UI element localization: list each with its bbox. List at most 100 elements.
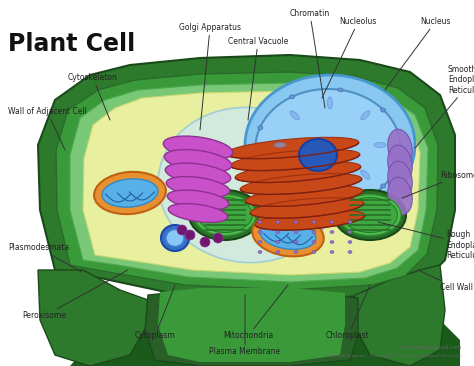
Ellipse shape — [388, 129, 412, 167]
Ellipse shape — [294, 220, 298, 224]
Ellipse shape — [338, 88, 343, 92]
Ellipse shape — [338, 204, 343, 208]
Ellipse shape — [276, 240, 280, 243]
Text: Central Vacuole: Central Vacuole — [228, 37, 288, 120]
Text: Smooth
Endoplasmic
Reticulum: Smooth Endoplasmic Reticulum — [415, 65, 474, 148]
Ellipse shape — [189, 190, 261, 240]
Polygon shape — [70, 83, 428, 282]
Ellipse shape — [102, 179, 158, 207]
Ellipse shape — [177, 225, 187, 235]
Ellipse shape — [388, 177, 412, 215]
Text: www.timvandevall.com: www.timvandevall.com — [401, 345, 462, 350]
Text: Mitochondria: Mitochondria — [223, 285, 288, 340]
Ellipse shape — [388, 145, 412, 183]
Ellipse shape — [258, 166, 263, 170]
Ellipse shape — [166, 176, 230, 197]
Text: Golgi Apparatus: Golgi Apparatus — [179, 23, 241, 130]
Ellipse shape — [290, 170, 299, 179]
Ellipse shape — [398, 146, 402, 150]
Ellipse shape — [348, 231, 352, 234]
Ellipse shape — [312, 240, 316, 243]
Ellipse shape — [299, 139, 337, 171]
Text: Ribosomes: Ribosomes — [402, 171, 474, 198]
Ellipse shape — [258, 126, 263, 130]
Ellipse shape — [165, 163, 231, 185]
Ellipse shape — [381, 184, 386, 188]
Text: Cytoplasm: Cytoplasm — [135, 285, 175, 340]
Text: Plant Cell: Plant Cell — [8, 32, 135, 56]
Ellipse shape — [276, 250, 280, 254]
Ellipse shape — [258, 240, 262, 243]
Ellipse shape — [290, 111, 299, 120]
Ellipse shape — [255, 210, 365, 230]
Ellipse shape — [330, 250, 334, 254]
Ellipse shape — [330, 231, 334, 234]
Text: Peroxisome: Peroxisome — [22, 270, 128, 321]
Ellipse shape — [164, 150, 232, 172]
Ellipse shape — [167, 190, 229, 210]
Ellipse shape — [330, 240, 334, 243]
Ellipse shape — [343, 198, 398, 232]
Ellipse shape — [240, 173, 362, 194]
Ellipse shape — [198, 198, 253, 232]
Polygon shape — [56, 72, 438, 290]
Ellipse shape — [250, 198, 364, 218]
Ellipse shape — [312, 231, 316, 234]
Polygon shape — [83, 91, 420, 275]
Text: Nucleolus: Nucleolus — [322, 18, 377, 98]
Text: Cell Wall: Cell Wall — [418, 270, 473, 292]
Polygon shape — [70, 290, 460, 366]
Text: Plasma Membrane: Plasma Membrane — [210, 295, 281, 356]
Ellipse shape — [328, 97, 332, 109]
Ellipse shape — [230, 149, 360, 171]
Text: Chloroplast: Chloroplast — [326, 285, 370, 340]
Ellipse shape — [328, 181, 332, 193]
Ellipse shape — [290, 95, 294, 99]
Ellipse shape — [166, 229, 184, 246]
Ellipse shape — [161, 225, 189, 251]
Polygon shape — [38, 55, 455, 300]
Text: Cytoskeleton: Cytoskeleton — [68, 74, 118, 120]
Ellipse shape — [312, 220, 316, 224]
Polygon shape — [145, 290, 358, 366]
Ellipse shape — [312, 250, 316, 254]
Ellipse shape — [213, 233, 223, 243]
Ellipse shape — [348, 240, 352, 243]
Ellipse shape — [235, 161, 361, 183]
Ellipse shape — [258, 220, 262, 224]
Ellipse shape — [361, 170, 370, 179]
Polygon shape — [350, 265, 445, 366]
Ellipse shape — [348, 250, 352, 254]
Ellipse shape — [164, 136, 233, 160]
Polygon shape — [158, 288, 345, 362]
Ellipse shape — [252, 214, 324, 257]
Ellipse shape — [255, 89, 401, 207]
Ellipse shape — [260, 221, 316, 249]
Ellipse shape — [258, 231, 262, 234]
Text: Chromatin: Chromatin — [290, 10, 330, 108]
Ellipse shape — [339, 194, 401, 235]
Ellipse shape — [276, 220, 280, 224]
Ellipse shape — [94, 172, 166, 214]
Ellipse shape — [381, 108, 386, 112]
Ellipse shape — [158, 107, 338, 262]
Ellipse shape — [294, 240, 298, 243]
Ellipse shape — [334, 190, 406, 240]
Ellipse shape — [348, 220, 352, 224]
Ellipse shape — [274, 142, 286, 147]
Ellipse shape — [185, 230, 195, 240]
Ellipse shape — [361, 111, 370, 120]
Text: Plasmodesmata: Plasmodesmata — [8, 243, 82, 272]
Text: Wall of Adjacent Cell: Wall of Adjacent Cell — [8, 108, 87, 150]
Text: Nucleus: Nucleus — [385, 18, 450, 90]
Ellipse shape — [294, 250, 298, 254]
Text: Rough
Endoplasmic
Reticulum: Rough Endoplasmic Reticulum — [378, 222, 474, 260]
Polygon shape — [38, 270, 150, 366]
Ellipse shape — [330, 220, 334, 224]
Ellipse shape — [168, 203, 228, 223]
Ellipse shape — [290, 197, 294, 201]
Ellipse shape — [294, 231, 298, 234]
Ellipse shape — [245, 75, 415, 215]
Text: Plant Cell Diagram - Copyright © Dutch Renaissance Press LLC: Plant Cell Diagram - Copyright © Dutch R… — [325, 354, 462, 358]
Ellipse shape — [388, 161, 412, 199]
